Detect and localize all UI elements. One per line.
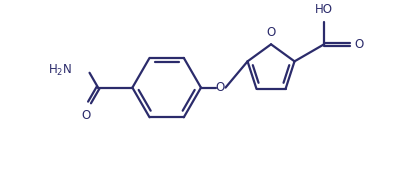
Text: H$_2$N: H$_2$N bbox=[48, 63, 72, 78]
Text: O: O bbox=[81, 109, 90, 122]
Text: O: O bbox=[355, 38, 364, 51]
Text: O: O bbox=[215, 81, 224, 94]
Text: HO: HO bbox=[315, 3, 333, 16]
Text: O: O bbox=[266, 26, 276, 39]
